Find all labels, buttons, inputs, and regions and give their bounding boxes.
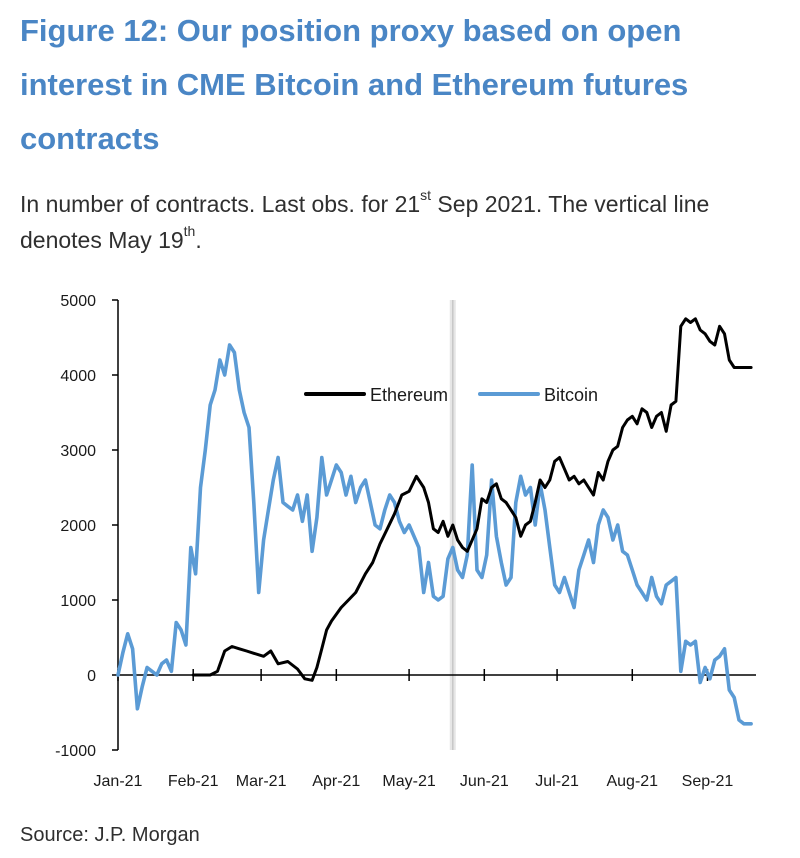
x-tick-label: Mar-21 <box>236 773 287 790</box>
x-tick-label: Apr-21 <box>312 773 360 790</box>
subtitle-sup1: st <box>420 187 432 203</box>
chart-title: Figure 12: Our position proxy based on o… <box>20 13 689 156</box>
x-tick-label: May-21 <box>382 773 435 790</box>
y-tick-label: 1000 <box>60 593 96 610</box>
legend-layer: Ethereum Bitcoin <box>304 385 598 405</box>
legend-label-ethereum: Ethereum <box>370 385 448 405</box>
x-tick-label: Feb-21 <box>168 773 219 790</box>
y-tick-label: 2000 <box>60 518 96 535</box>
axes-layer: 5000 4000 3000 2000 1000 0 -1000 Jan-21 Feb-21 Ma… <box>55 293 756 790</box>
subtitle-part1: In number of contracts. Last obs. for 21 <box>20 191 421 217</box>
x-tick-label: Sep-21 <box>682 773 734 790</box>
series-line-bitcoin <box>116 343 753 726</box>
line-chart: 5000 4000 3000 2000 1000 0 -1000 Jan-21 Feb-21 Ma… <box>55 293 756 790</box>
subtitle-part2: Sep 2021. The vertical line denotes May … <box>20 191 710 253</box>
subtitle-part3: . <box>195 227 202 253</box>
legend-label-bitcoin: Bitcoin <box>544 385 598 405</box>
chart-subtitle: In number of contracts. Last obs. for 21… <box>20 186 785 258</box>
y-tick-label: 0 <box>87 668 96 685</box>
y-tick-label: 4000 <box>60 368 96 385</box>
source-note: Source: J.P. Morgan <box>20 824 200 846</box>
x-tick-label: Jun-21 <box>460 773 509 790</box>
x-tick-label: Jan-21 <box>94 773 143 790</box>
x-tick-label: Jul-21 <box>535 773 579 790</box>
y-tick-label: -1000 <box>55 743 96 760</box>
x-tick-label: Aug-21 <box>606 773 658 790</box>
series-layer <box>116 317 753 726</box>
y-tick-label: 3000 <box>60 443 96 460</box>
subtitle-sup2: th <box>183 223 196 239</box>
y-tick-label: 5000 <box>60 293 96 310</box>
series-line-ethereum <box>191 317 753 682</box>
